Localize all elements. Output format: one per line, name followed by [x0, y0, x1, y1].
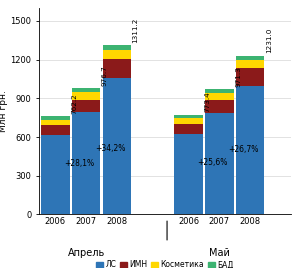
Bar: [72, 99, 101, 113]
Bar: [205, 100, 234, 113]
Bar: [103, 78, 131, 214]
Bar: [236, 68, 264, 86]
Bar: [205, 113, 234, 214]
Text: 762.2: 762.2: [71, 93, 77, 114]
Text: 971.3: 971.3: [235, 66, 241, 87]
Bar: [236, 56, 264, 60]
Bar: [103, 59, 131, 78]
Bar: [174, 115, 203, 118]
Text: 1231.0: 1231.0: [266, 28, 272, 53]
Text: 773.4: 773.4: [204, 92, 210, 112]
Text: +26,7%: +26,7%: [228, 145, 259, 154]
Bar: [205, 89, 234, 92]
Bar: [236, 86, 264, 214]
Text: 1311.2: 1311.2: [133, 18, 139, 43]
Bar: [236, 60, 264, 68]
Bar: [41, 120, 70, 125]
Bar: [174, 124, 203, 134]
Bar: [41, 116, 70, 120]
Text: 976.7: 976.7: [102, 65, 108, 86]
Bar: [72, 113, 101, 214]
Text: +25,6%: +25,6%: [197, 158, 228, 167]
Y-axis label: Млн грн.: Млн грн.: [0, 90, 8, 132]
Text: +34,2%: +34,2%: [95, 144, 125, 153]
Bar: [72, 92, 101, 99]
Bar: [103, 45, 131, 50]
Bar: [174, 134, 203, 214]
Text: +28,1%: +28,1%: [64, 159, 94, 168]
Text: Май: Май: [209, 248, 230, 258]
Bar: [41, 125, 70, 135]
Bar: [103, 50, 131, 59]
Bar: [41, 135, 70, 214]
Bar: [174, 118, 203, 124]
Text: Апрель: Апрель: [68, 248, 105, 258]
Bar: [72, 88, 101, 92]
Legend: ЛС, ИМН, Косметика, БАД: ЛС, ИМН, Косметика, БАД: [93, 257, 237, 268]
Bar: [205, 92, 234, 100]
